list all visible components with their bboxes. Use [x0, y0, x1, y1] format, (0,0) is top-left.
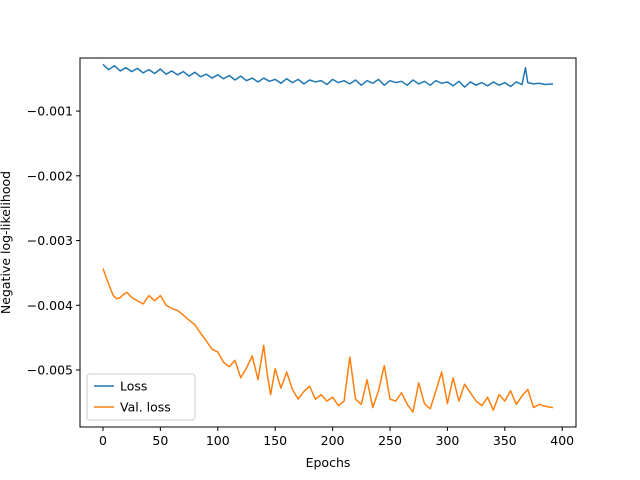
- series-line-val-loss: [102, 268, 554, 413]
- plot-lines: [102, 63, 554, 413]
- y-tick-label: −0.002: [27, 168, 73, 183]
- x-tick-label: 50: [152, 433, 168, 448]
- x-axis-ticks: 0 50 100 150 200 250 300 350 400: [99, 427, 574, 448]
- y-tick-label: −0.001: [27, 104, 73, 119]
- x-tick-label: 400: [550, 433, 574, 448]
- y-tick-label: −0.003: [27, 233, 73, 248]
- plot-frame: [79, 57, 577, 428]
- x-tick-label: 150: [263, 433, 287, 448]
- legend-label: Val. loss: [120, 400, 171, 415]
- legend-label: Loss: [120, 379, 147, 394]
- y-axis-ticks: −0.001 −0.002 −0.003 −0.004 −0.005: [27, 104, 80, 378]
- y-tick-label: −0.004: [27, 298, 73, 313]
- legend: Loss Val. loss: [86, 373, 196, 421]
- x-tick-label: 300: [435, 433, 459, 448]
- x-axis-label: Epochs: [306, 455, 351, 470]
- x-tick-label: 250: [378, 433, 402, 448]
- x-tick-label: 100: [206, 433, 230, 448]
- x-tick-label: 200: [321, 433, 345, 448]
- x-tick-label: 350: [493, 433, 517, 448]
- y-axis-label: Negative log-likelihood: [0, 171, 13, 314]
- y-tick-label: −0.005: [27, 363, 73, 378]
- x-tick-label: 0: [99, 433, 107, 448]
- series-line-loss: [102, 63, 554, 88]
